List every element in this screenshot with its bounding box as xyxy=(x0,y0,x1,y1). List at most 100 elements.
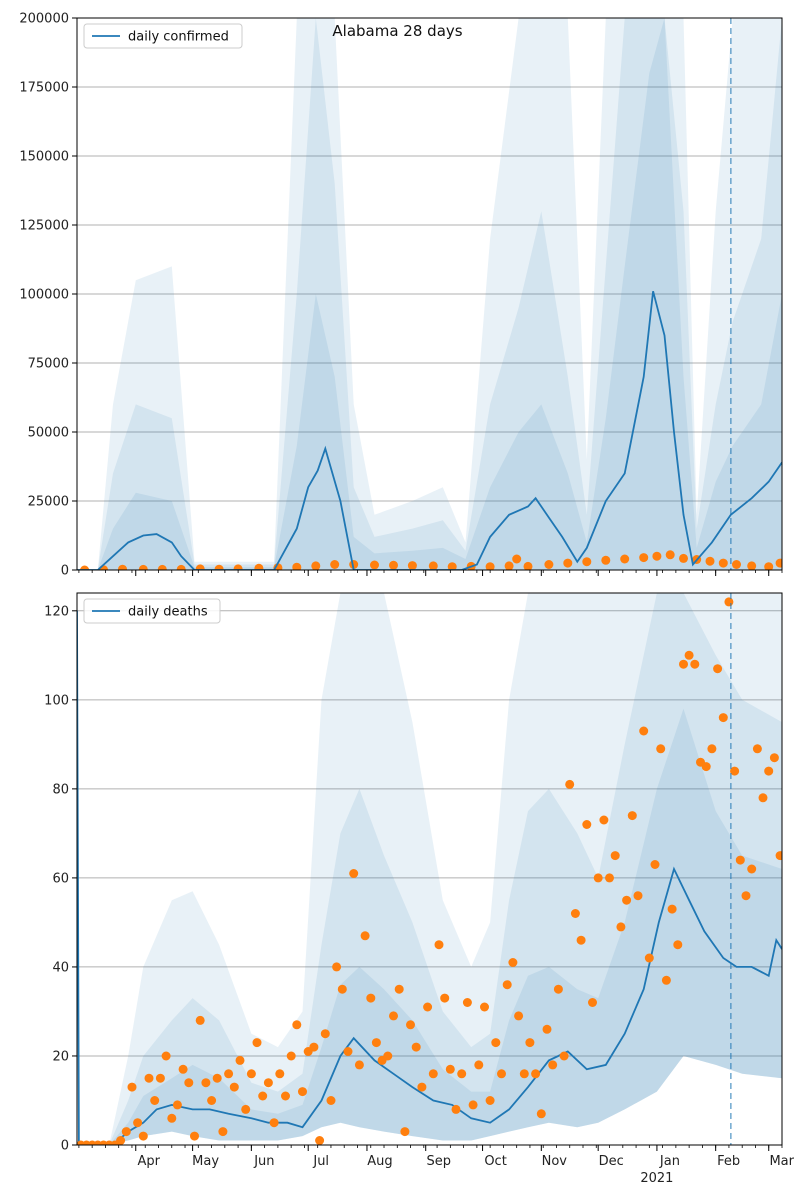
observed-point xyxy=(428,561,438,570)
observed-point xyxy=(523,561,533,570)
y-tick-label: 40 xyxy=(52,960,69,975)
observed-point xyxy=(764,766,774,776)
observed-point xyxy=(713,664,723,674)
chart-title: Alabama 28 days xyxy=(332,22,462,40)
observed-point xyxy=(764,562,774,570)
observed-point xyxy=(370,560,379,570)
observed-point xyxy=(508,958,518,967)
observed-point xyxy=(371,1038,381,1048)
observed-point xyxy=(593,873,603,883)
legend-entry-daily-confirmed: daily confirmed xyxy=(128,30,229,45)
observed-point xyxy=(457,1069,467,1079)
observed-point xyxy=(440,993,450,1003)
y-tick-label: 100 xyxy=(44,693,69,708)
observed-point xyxy=(480,1002,489,1012)
observed-point xyxy=(525,1038,535,1048)
observed-point xyxy=(665,550,675,560)
observed-point xyxy=(298,1087,307,1097)
deaths-uncertainty-bands xyxy=(77,593,782,1145)
observed-point xyxy=(235,1055,245,1065)
observed-point xyxy=(536,1109,546,1119)
observed-point xyxy=(161,1051,171,1061)
observed-point xyxy=(292,562,302,570)
observed-point xyxy=(201,1078,211,1088)
observed-point xyxy=(286,1051,296,1061)
observed-point xyxy=(178,1064,188,1074)
observed-point xyxy=(263,1078,273,1088)
y-tick-label: 150000 xyxy=(19,150,69,165)
observed-point xyxy=(735,855,745,865)
observed-point xyxy=(254,563,264,570)
observed-point xyxy=(195,564,205,570)
observed-point xyxy=(411,1042,421,1052)
observed-point xyxy=(599,815,609,825)
y-tick-label: 50000 xyxy=(28,426,69,441)
observed-point xyxy=(531,1069,541,1079)
observed-point xyxy=(269,1118,279,1128)
observed-point xyxy=(233,564,243,570)
observed-point xyxy=(576,935,586,945)
confirmed-uncertainty-bands xyxy=(77,18,782,570)
observed-point xyxy=(116,1136,126,1145)
deaths-axes-frame xyxy=(76,592,783,1146)
observed-point xyxy=(349,869,359,878)
observed-point xyxy=(656,744,666,754)
observed-point xyxy=(309,1042,319,1052)
confirmed-line xyxy=(77,290,782,570)
observed-point xyxy=(673,940,683,950)
observed-point xyxy=(326,1096,336,1105)
x-tick-label: Feb xyxy=(717,1154,740,1169)
observed-point xyxy=(337,984,347,994)
observed-point xyxy=(769,753,779,763)
observed-point xyxy=(684,650,694,660)
observed-point xyxy=(406,1020,415,1030)
observed-point xyxy=(633,891,643,901)
observed-point xyxy=(150,1096,160,1105)
observed-point xyxy=(588,998,597,1007)
observed-point xyxy=(332,962,342,972)
y-tick-label: 100000 xyxy=(19,288,69,303)
observed-point xyxy=(138,1131,148,1141)
observed-point xyxy=(407,561,417,570)
observed-point xyxy=(758,793,768,803)
observed-point xyxy=(258,1091,268,1101)
deaths-panel: 0 20 40 60 80 100 120 Apr May Jun Jul Aug Sep Oct Nov… xyxy=(44,592,795,1186)
y-tick-label: 0 xyxy=(61,564,69,579)
observed-point xyxy=(366,993,376,1003)
observed-point xyxy=(553,984,563,994)
observed-point xyxy=(679,659,688,669)
observed-point xyxy=(360,931,370,941)
observed-point xyxy=(724,597,734,607)
observed-point xyxy=(184,1078,194,1088)
observed-point xyxy=(394,984,404,994)
observed-point xyxy=(138,564,148,570)
observed-point xyxy=(133,1118,143,1128)
observed-point xyxy=(650,860,660,869)
y-tick-label: 75000 xyxy=(28,357,69,372)
y-tick-label: 125000 xyxy=(19,219,69,234)
uncertainty-band xyxy=(77,708,782,1145)
x-tick-label: Jan xyxy=(659,1154,680,1169)
confirmed-panel: 0 25000 50000 75000 100000 125000 150000 175000… xyxy=(19,12,783,579)
observed-point xyxy=(570,909,580,918)
x-tick-label: Mar xyxy=(769,1154,794,1169)
uncertainty-band xyxy=(77,18,782,570)
observed-point xyxy=(485,1096,495,1105)
observed-point xyxy=(474,1060,484,1070)
observed-point xyxy=(732,560,741,569)
observed-point xyxy=(667,904,677,914)
observed-point xyxy=(752,744,762,754)
observed-point xyxy=(212,1073,222,1083)
observed-point xyxy=(620,554,630,564)
observed-point xyxy=(229,1082,239,1092)
observed-point xyxy=(246,1069,256,1079)
confirmed-x-axis-ticks xyxy=(78,570,783,576)
observed-point xyxy=(354,1060,364,1070)
observed-point xyxy=(423,1002,433,1012)
observed-point xyxy=(644,953,654,963)
observed-point xyxy=(389,1011,398,1021)
observed-point xyxy=(610,851,620,861)
observed-point xyxy=(281,1091,290,1101)
observed-point xyxy=(741,891,751,901)
